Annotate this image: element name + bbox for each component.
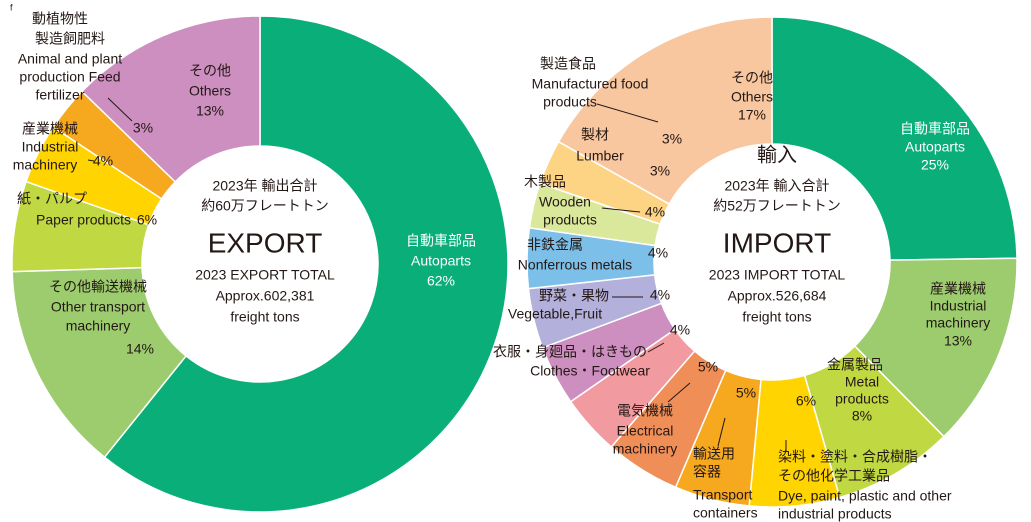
category-label: 自動車部品 bbox=[406, 233, 476, 249]
donut-slice bbox=[771, 16, 1018, 261]
center-text: 約52万フレートトン bbox=[713, 198, 841, 214]
category-label: 木製品 bbox=[524, 174, 566, 190]
leader-line bbox=[601, 207, 641, 213]
category-label: 容器 bbox=[693, 464, 721, 480]
category-label: machinery bbox=[613, 441, 678, 457]
category-label: 輸送用 bbox=[693, 446, 735, 462]
category-label: その他化学工業品 bbox=[778, 468, 890, 484]
value-label: 3% bbox=[133, 120, 153, 136]
center-text: 2023年 輸入合計 bbox=[724, 178, 829, 194]
category-label: containers bbox=[693, 505, 758, 521]
category-label: Other transport bbox=[51, 299, 145, 315]
center-text: 2023 EXPORT TOTAL bbox=[195, 267, 335, 283]
category-label: Manufactured food bbox=[532, 76, 649, 92]
category-label: その他輸送機械 bbox=[49, 279, 147, 295]
category-label: Others bbox=[731, 89, 773, 105]
category-label: Autoparts bbox=[411, 253, 471, 269]
category-label: 製造飼肥料 bbox=[35, 31, 105, 47]
leader-line bbox=[717, 417, 726, 447]
center-text: 輸入 bbox=[757, 143, 797, 166]
category-label: Lumber bbox=[576, 148, 624, 164]
category-label: Nonferrous metals bbox=[518, 257, 632, 273]
leader-line bbox=[87, 159, 95, 162]
category-label: Vegetable,Fruit bbox=[508, 306, 602, 322]
category-label: Electrical bbox=[617, 423, 674, 439]
leader-line bbox=[647, 342, 665, 353]
category-label: Others bbox=[189, 83, 231, 99]
value-label: 3% bbox=[650, 163, 670, 179]
center-text: EXPORT bbox=[208, 227, 323, 258]
category-label: 衣服・身廻品・はきもの bbox=[493, 344, 647, 360]
value-label: 5% bbox=[736, 385, 756, 401]
value-label: 25% bbox=[921, 157, 949, 173]
category-label: Clothes・Footwear bbox=[530, 363, 650, 379]
leader-line bbox=[667, 382, 691, 403]
category-label: 電気機械 bbox=[617, 403, 673, 419]
category-label: 非鉄金属 bbox=[527, 237, 583, 253]
corner-text: f bbox=[10, 2, 13, 12]
category-label: fertilizer bbox=[35, 87, 84, 103]
category-label: Dye, paint, plastic and other bbox=[778, 488, 952, 504]
category-label: 紙・パルプ bbox=[17, 191, 87, 207]
category-label: 自動車部品 bbox=[900, 121, 970, 137]
value-label: 17% bbox=[738, 107, 766, 123]
category-label: 製材 bbox=[581, 127, 609, 143]
value-label: 4% bbox=[648, 245, 668, 261]
category-label: Wooden bbox=[539, 194, 591, 210]
category-label: Animal and plant bbox=[18, 51, 122, 67]
category-label: Paper products bbox=[36, 212, 131, 228]
value-label: 13% bbox=[944, 333, 972, 349]
category-label: Autoparts bbox=[905, 139, 965, 155]
value-label: 5% bbox=[698, 359, 718, 375]
category-label: 動植物性 bbox=[32, 11, 88, 27]
category-label: products bbox=[543, 94, 597, 110]
center-text: Approx.602,381 bbox=[216, 288, 315, 304]
leader-line bbox=[596, 103, 659, 123]
value-label: 4% bbox=[645, 204, 665, 220]
center-text: 2023 IMPORT TOTAL bbox=[709, 267, 846, 283]
category-label: Transport bbox=[693, 487, 753, 503]
value-label: 13% bbox=[196, 103, 224, 119]
center-text: 2023年 輸出合計 bbox=[212, 178, 317, 194]
donut-slice bbox=[11, 266, 188, 459]
center-text: freight tons bbox=[230, 309, 299, 325]
center-text: 約60万フレートトン bbox=[201, 198, 329, 214]
category-label: Metal bbox=[845, 374, 879, 390]
category-label: Industrial bbox=[22, 139, 79, 155]
category-label: その他 bbox=[731, 70, 773, 86]
value-label: 4% bbox=[670, 322, 690, 338]
value-label: 6% bbox=[796, 393, 816, 409]
category-label: 染料・塗料・合成樹脂・ bbox=[778, 449, 932, 465]
value-label: 14% bbox=[126, 341, 154, 357]
donut-slice bbox=[80, 15, 261, 183]
value-label: 8% bbox=[852, 408, 872, 424]
category-label: 野菜・果物 bbox=[539, 288, 609, 304]
value-label: 3% bbox=[662, 131, 682, 147]
category-label: machinery bbox=[13, 157, 78, 173]
category-label: products bbox=[835, 391, 889, 407]
leader-line bbox=[107, 97, 133, 122]
category-label: machinery bbox=[66, 318, 131, 334]
value-label: 62% bbox=[427, 273, 455, 289]
category-label: 金属製品 bbox=[827, 357, 883, 373]
center-text: Approx.526,684 bbox=[728, 288, 827, 304]
donut-slice bbox=[557, 16, 773, 206]
category-label: products bbox=[543, 212, 597, 228]
category-label: Industrial bbox=[930, 298, 987, 314]
category-label: production Feed bbox=[19, 69, 120, 85]
category-label: その他 bbox=[189, 63, 231, 79]
category-label: 産業機械 bbox=[930, 281, 986, 297]
category-label: 製造食品 bbox=[540, 56, 596, 72]
value-label: 6% bbox=[137, 212, 157, 228]
donut-slice bbox=[853, 257, 1018, 438]
center-text: IMPORT bbox=[723, 227, 831, 258]
value-label: 4% bbox=[650, 287, 670, 303]
category-label: industrial products bbox=[778, 506, 892, 522]
donut-slice bbox=[103, 15, 509, 513]
value-label: 4% bbox=[93, 153, 113, 169]
category-label: 産業機械 bbox=[22, 121, 78, 137]
category-label: machinery bbox=[926, 315, 991, 331]
center-text: freight tons bbox=[742, 309, 811, 325]
